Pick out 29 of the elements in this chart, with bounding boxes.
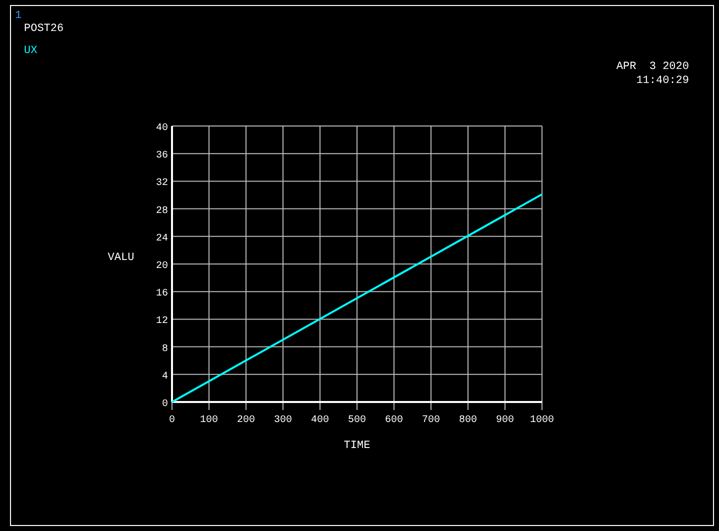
x-tick-label: 500 bbox=[348, 415, 366, 426]
text: UX bbox=[24, 45, 38, 57]
x-tick-label: 300 bbox=[274, 415, 292, 426]
text: 11:40:29 bbox=[636, 75, 689, 87]
y-tick-label: 36 bbox=[156, 150, 168, 162]
y-tick-label: 24 bbox=[156, 233, 168, 244]
x-tick-label: 400 bbox=[310, 415, 330, 426]
x-tick-label: 600 bbox=[384, 415, 404, 426]
x-tick-label: 1000 bbox=[530, 415, 554, 426]
y-tick-label: 8 bbox=[162, 344, 168, 355]
y-tick-label: 16 bbox=[156, 288, 168, 300]
text: POST26 bbox=[24, 23, 64, 35]
text: APR 3 2020 bbox=[616, 61, 689, 73]
y-axis-title: VALU bbox=[108, 252, 134, 264]
x-tick-label: 100 bbox=[200, 415, 218, 426]
x-tick-label: 900 bbox=[496, 415, 514, 426]
y-tick-label: 28 bbox=[156, 206, 168, 217]
x-tick-label: 800 bbox=[458, 415, 478, 426]
y-tick-label: 32 bbox=[156, 178, 168, 190]
y-tick-label: 0 bbox=[162, 399, 168, 410]
x-tick-label: 700 bbox=[422, 415, 440, 426]
y-tick-label: 40 bbox=[156, 123, 168, 134]
x-tick-label: 200 bbox=[236, 415, 256, 426]
y-tick-label: 20 bbox=[156, 261, 168, 272]
y-tick-label: 4 bbox=[162, 371, 168, 382]
text: 1 bbox=[15, 10, 22, 22]
y-tick-label: 12 bbox=[156, 316, 168, 328]
x-axis-title: TIME bbox=[344, 440, 371, 452]
x-tick-label: 0 bbox=[168, 415, 176, 426]
